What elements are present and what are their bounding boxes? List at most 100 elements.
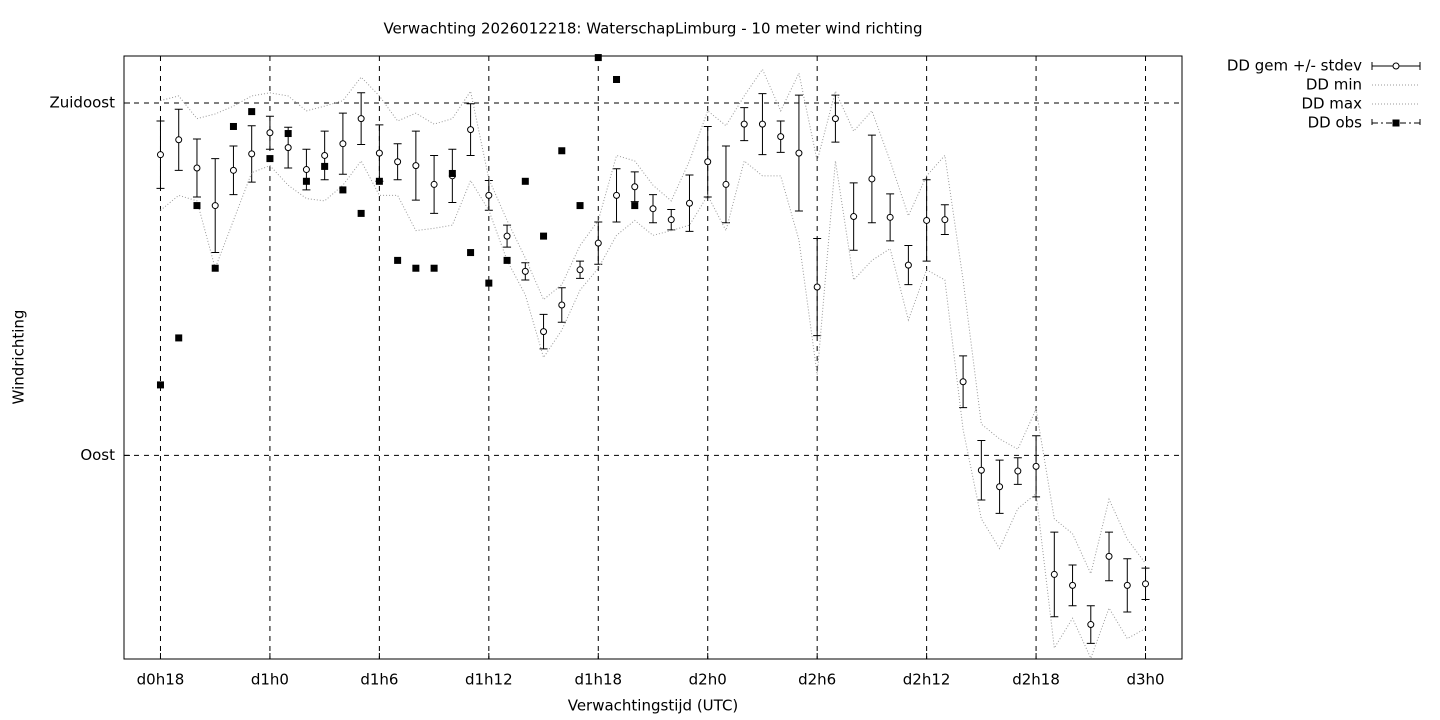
mean-point [886,213,894,221]
mean-point [394,158,402,166]
range-line [160,160,1146,660]
mean-point [923,216,931,224]
mean-point [868,175,876,183]
obs-point [594,54,602,62]
obs-point [175,334,183,342]
mean-point [996,483,1004,491]
obs-point [284,130,292,138]
mean-point [594,239,602,247]
mean-point [631,183,639,191]
mean-point [302,166,310,174]
mean-point [339,140,347,148]
obs-point [156,381,164,389]
obs-point [558,147,566,155]
x-tick-label: d2h18 [1012,671,1060,689]
x-tick-label: d1h0 [251,671,289,689]
x-tick-label: d2h0 [689,671,727,689]
obs-point [467,249,475,257]
mean-point [904,261,912,269]
mean-point [1069,581,1077,589]
legend-label: DD obs [1308,114,1363,132]
mean-point [576,266,584,274]
mean-point [758,120,766,128]
mean-point [831,115,839,123]
x-tick-label: d1h6 [360,671,398,689]
legend-label: DD min [1306,76,1362,94]
obs-point [613,75,621,83]
legend-sample [1392,62,1400,70]
obs-point [266,155,274,163]
x-tick-label: d2h6 [798,671,836,689]
obs-point [321,162,329,170]
mean-point [284,144,292,152]
mean-point [248,150,256,158]
obs-point [193,202,201,210]
legend-label: DD gem +/- stdev [1227,57,1362,75]
obs-point [375,177,383,185]
mean-point [375,149,383,157]
mean-point [357,115,365,123]
x-tick-label: d3h0 [1126,671,1164,689]
mean-point [193,164,201,172]
x-axis-label: Verwachtingstijd (UTC) [568,697,739,715]
obs-point [302,177,310,185]
plot-frame [123,55,1183,660]
mean-point [521,267,529,275]
obs-point [412,264,420,272]
y-axis-label: Windrichting [10,310,28,405]
mean-point [156,151,164,159]
obs-point [503,256,511,264]
mean-point [558,301,566,309]
mean-point [266,129,274,137]
x-tick-label: d1h18 [574,671,622,689]
mean-point [777,133,785,141]
mean-point [1123,581,1131,589]
y-tick-label: Oost [80,446,115,464]
obs-point [485,279,493,287]
x-tick-label: d2h12 [903,671,951,689]
mean-point [795,149,803,157]
mean-point [211,202,219,210]
obs-point [357,209,365,217]
mean-point [613,191,621,199]
legend-label: DD max [1301,95,1362,113]
obs-point [430,264,438,272]
mean-point [1105,552,1113,560]
mean-point [959,378,967,386]
x-tick-label: d0h18 [137,671,185,689]
mean-point [1142,580,1150,588]
mean-point [977,466,985,474]
legend-sample [1392,119,1400,127]
mean-point [321,151,329,159]
obs-point [521,177,529,185]
mean-point [941,216,949,224]
obs-point [394,256,402,264]
mean-point [485,191,493,199]
mean-point [229,166,237,174]
obs-point [631,202,639,210]
mean-point [1032,462,1040,470]
mean-point [1014,467,1022,475]
obs-point [229,122,237,130]
mean-point [540,328,548,336]
mean-point [722,180,730,188]
mean-point [850,213,858,221]
mean-point [740,120,748,128]
mean-point [175,136,183,144]
mean-point [412,162,420,170]
obs-point [248,108,256,116]
chart-title: Verwachting 2026012218: WaterschapLimbur… [383,20,922,38]
mean-point [813,283,821,291]
mean-point [685,199,693,207]
mean-point [467,126,475,134]
obs-point [448,169,456,177]
y-tick-label: Zuidoost [49,93,115,111]
mean-point [1087,621,1095,629]
mean-point [704,158,712,166]
mean-point [667,216,675,224]
x-tick-label: d1h12 [465,671,513,689]
mean-point [649,205,657,213]
obs-point [211,264,219,272]
range-line [160,68,1146,576]
